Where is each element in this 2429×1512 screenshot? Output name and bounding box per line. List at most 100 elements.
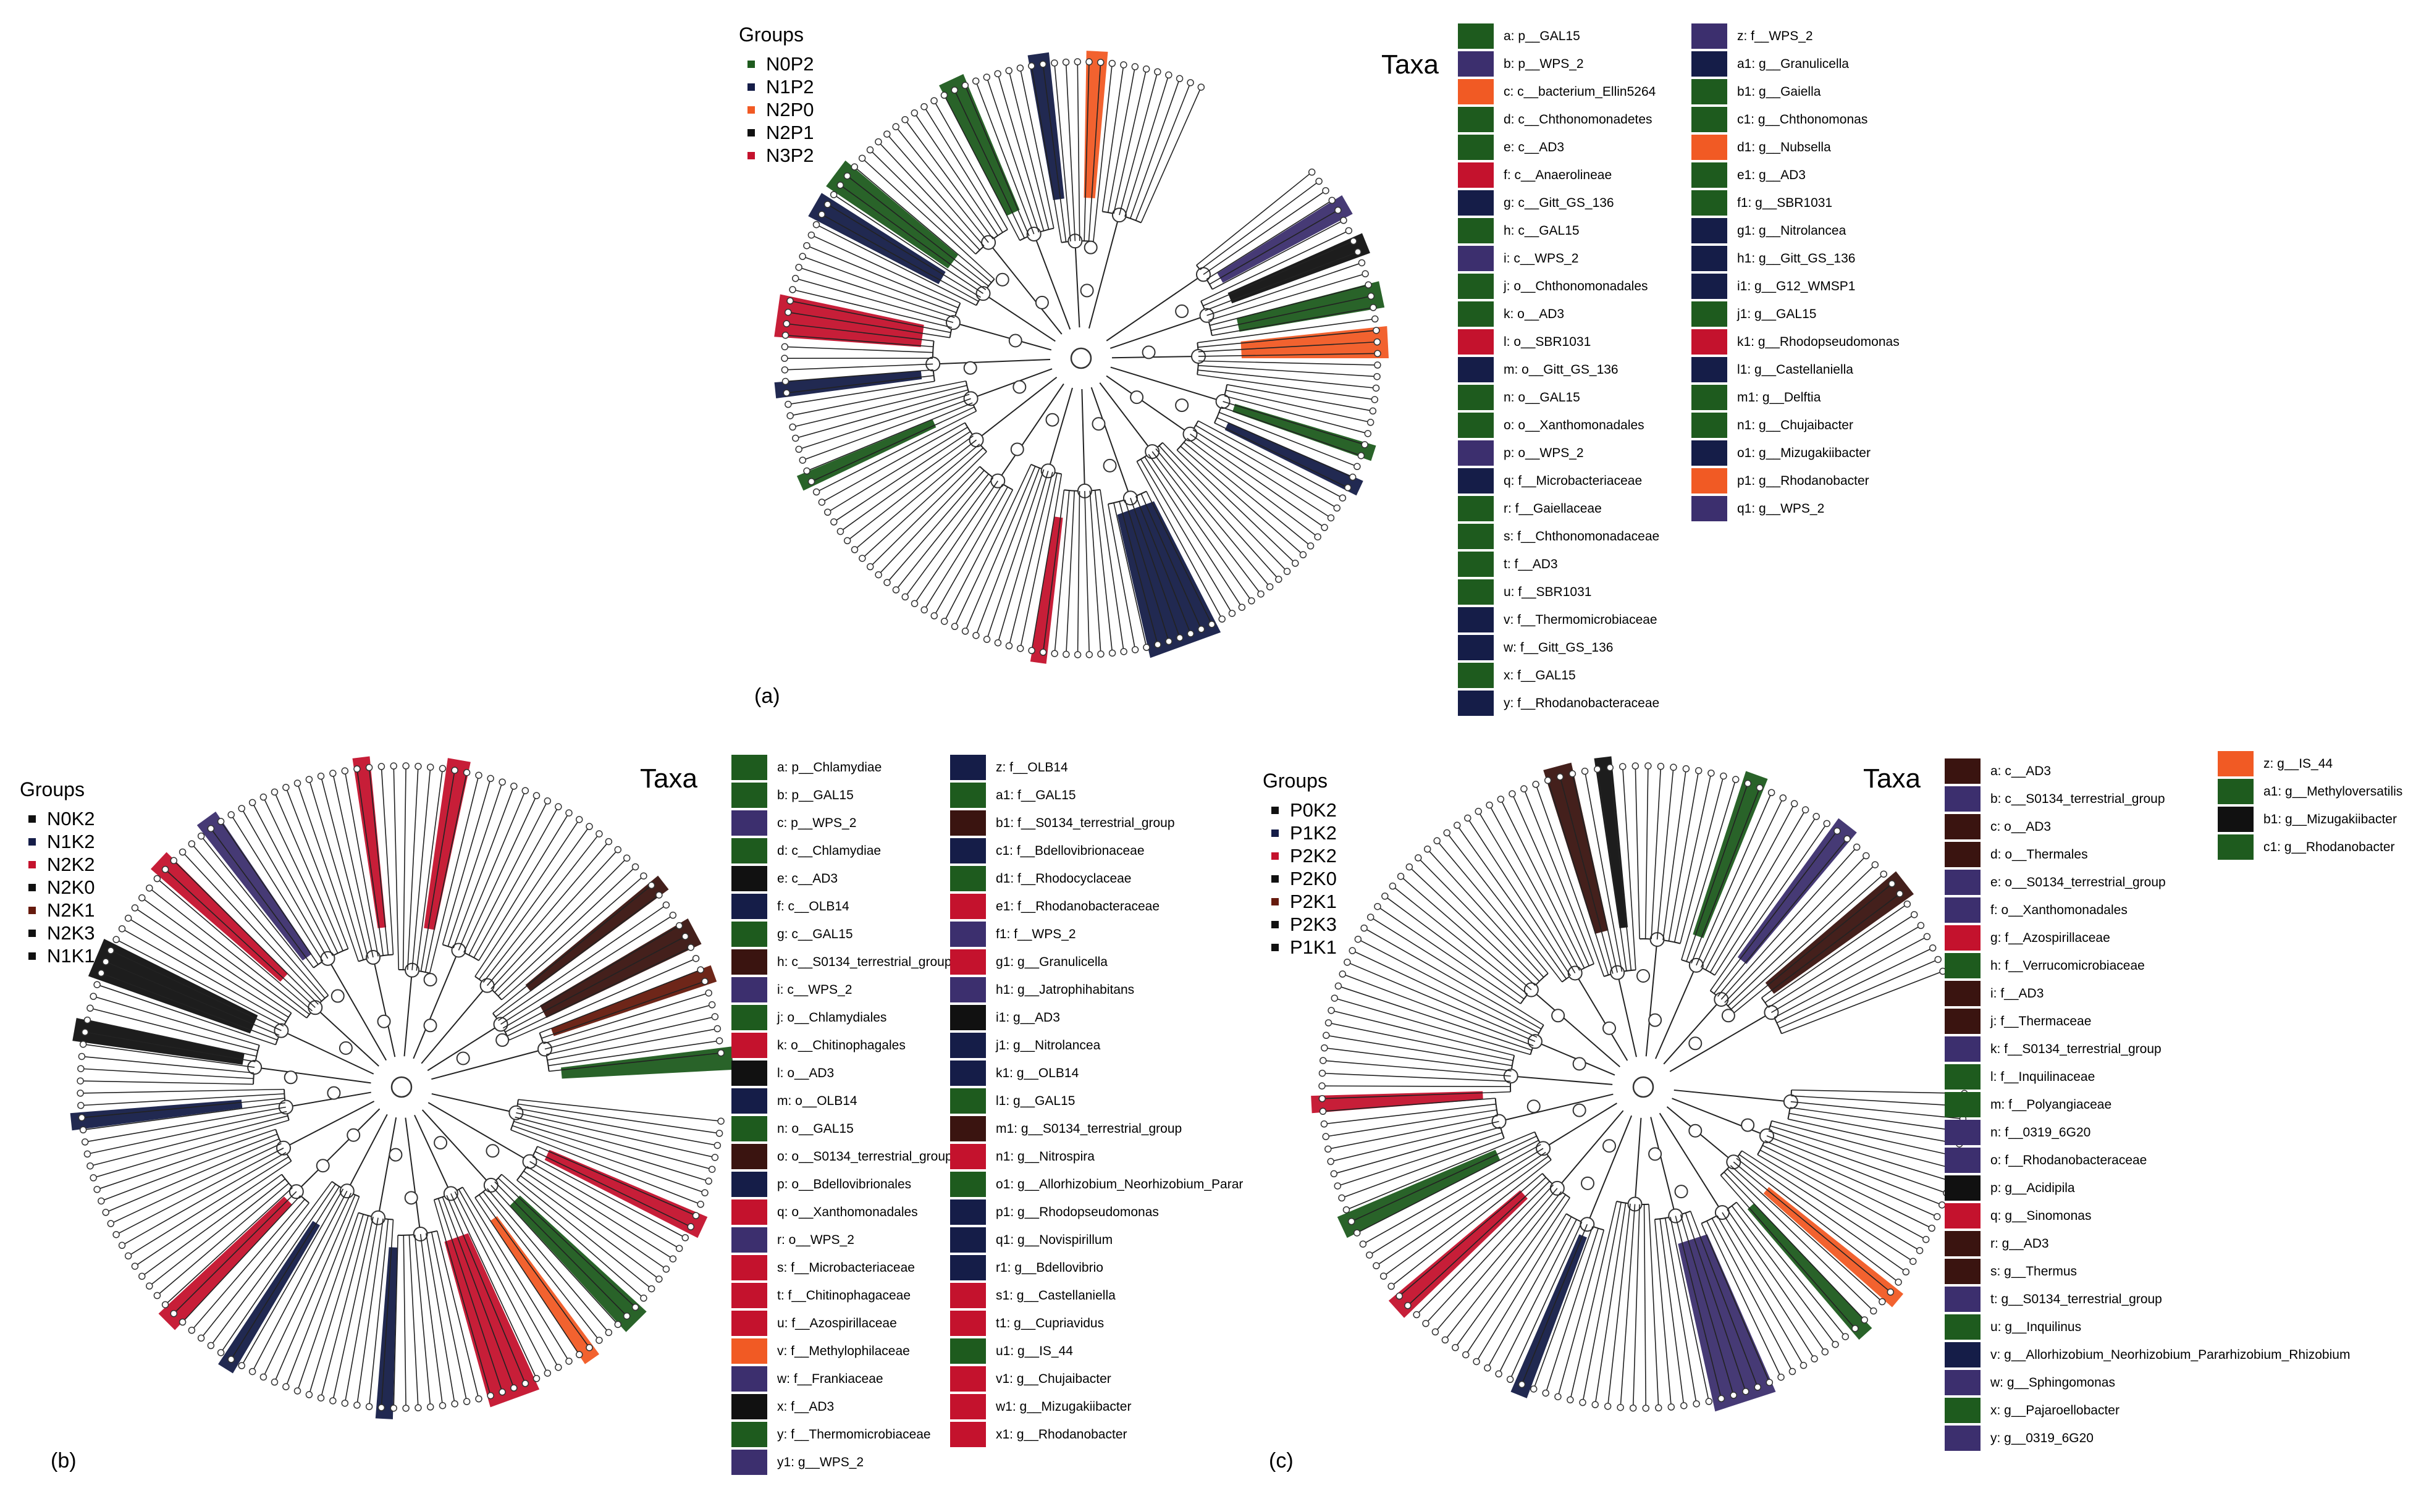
tree-leaf: [669, 1255, 677, 1262]
group-label: N2P0: [766, 98, 814, 120]
tree-leaf-branch: [1326, 1035, 1512, 1067]
tree-leaf: [1554, 1393, 1562, 1401]
tree-leaf: [390, 1405, 397, 1412]
tree-leaf: [93, 1186, 101, 1193]
tree-leaf-branch: [986, 77, 1040, 233]
taxa-entry: p1: g__Rhodanobacter: [1691, 467, 1900, 495]
tree-leaf: [1120, 61, 1127, 69]
tree-leaf-branch: [1779, 959, 1939, 1029]
tree-leaf-branch: [285, 1196, 360, 1387]
tree-branch: [1510, 1075, 1613, 1085]
taxa-column: a: p__Chlamydiae b: p__GAL15 c: p__WPS_2 d:…: [731, 754, 953, 1476]
taxa-entry: x: f__GAL15: [1458, 662, 1659, 689]
taxa-swatch: [1945, 1203, 1981, 1228]
tree-leaf: [1120, 648, 1127, 655]
taxa-entry: s1: g__Castellaniella: [950, 1282, 1243, 1309]
tree-leaf-branch: [505, 936, 686, 1033]
taxa-entry: d1: f__Rhodocyclaceae: [950, 865, 1243, 892]
tree-branch: [405, 1117, 421, 1235]
tree-leaf-branch: [332, 773, 374, 958]
tree-leaf-branch: [468, 800, 549, 956]
taxa-entry: a1: f__GAL15: [950, 781, 1243, 809]
taxa-entry: v: f__Thermomicrobiaceae: [1458, 606, 1659, 634]
tree-leaf-branch: [1383, 1156, 1549, 1277]
tree-leaf: [1315, 177, 1323, 185]
tree-node: [1688, 1124, 1703, 1138]
tree-leaf-branch: [83, 1102, 285, 1131]
tree-node: [1536, 1141, 1551, 1156]
tree-leaf-branch: [847, 439, 977, 542]
taxa-entry: u: g__Inquilinus: [1945, 1313, 2350, 1341]
taxa-swatch: [950, 1172, 986, 1197]
tree-leaf-branch: [1720, 847, 1858, 1000]
tree-leaf: [614, 1321, 622, 1329]
tree-leaf: [1321, 524, 1328, 531]
taxa-swatch: [1945, 1092, 1981, 1117]
tree-branch: [1617, 972, 1637, 1057]
tree-leaf: [920, 103, 928, 111]
tree-leaf: [961, 82, 969, 89]
tree-leaf: [102, 958, 109, 965]
taxa-label: n: o__GAL15: [1504, 390, 1580, 405]
tree-leaf-branch: [1101, 64, 1124, 212]
tree-leaf: [1360, 924, 1368, 932]
tree-leaf-branch: [806, 245, 959, 309]
taxa-label: j: o__Chthonomonadales: [1504, 279, 1648, 293]
tree-leaf-branch: [1776, 947, 1934, 1023]
tree-leaf-branch: [1054, 490, 1070, 654]
tree-leaf: [1349, 473, 1357, 481]
tree-leaf: [1028, 647, 1035, 655]
taxa-label: k: o__Chitinophagales: [777, 1038, 906, 1052]
panel-c: Groups P0K2 P1K2 P2K2 P2K0 P2K1 P2K3 P1K1 (c) …: [1223, 729, 2429, 1512]
tree-leaf: [1413, 1311, 1420, 1319]
tree-leaf-branch: [90, 1007, 258, 1051]
tree-leaf-branch: [821, 214, 979, 302]
tree-leaf: [1291, 560, 1299, 567]
tree-leaf: [390, 762, 397, 770]
tree-leaf-branch: [420, 770, 455, 972]
tree-leaf-branch: [1146, 491, 1213, 625]
tree-leaf-branch: [545, 1016, 715, 1056]
taxa-label: c: o__AD3: [1990, 819, 2052, 834]
taxa-label: g1: g__Nitrolancea: [1737, 223, 1846, 238]
tree-leaf-branch: [964, 466, 1036, 632]
clade-highlight: [774, 371, 922, 399]
tree-leaf: [1934, 1213, 1941, 1220]
tree-leaf-branch: [96, 984, 276, 1046]
tree-leaf-branch: [534, 1151, 691, 1227]
taxa-swatch: [1691, 496, 1727, 521]
tree-leaf-branch: [1223, 401, 1365, 445]
taxa-swatch: [1458, 357, 1494, 382]
tree-leaf: [161, 1301, 169, 1309]
tree-leaf: [1934, 956, 1942, 964]
tree-leaf: [1397, 873, 1405, 880]
tree-leaf: [851, 163, 859, 171]
group-swatch: [28, 929, 36, 937]
tree-leaf: [118, 925, 126, 933]
tree-node: [1080, 284, 1094, 298]
tree-leaf-branch: [1584, 771, 1623, 972]
tree-leaf: [875, 138, 882, 146]
taxa-swatch: [950, 755, 986, 780]
panel-label: (c): [1269, 1449, 1294, 1472]
taxa-entry: j: o__Chthonomonadales: [1458, 272, 1659, 300]
tree-leaf: [98, 1197, 105, 1205]
taxa-entry: p: g__Acidipila: [1945, 1174, 2350, 1202]
tree-leaf: [475, 1395, 482, 1403]
taxa-swatch: [1945, 1064, 1981, 1090]
tree-leaf: [781, 355, 788, 362]
taxa-entry: u: f__Azospirillaceae: [731, 1309, 953, 1337]
tree-leaf: [179, 848, 187, 856]
tree-leaf-branch: [297, 783, 360, 962]
tree-leaf: [138, 1272, 146, 1280]
tree-leaf-branch: [424, 772, 468, 973]
tree-leaf-branch: [1140, 86, 1202, 223]
tree-leaf-branch: [1198, 420, 1343, 498]
tree-leaf: [1779, 794, 1787, 802]
tree-leaf-branch: [548, 1040, 720, 1067]
taxa-entry: m1: g__S0134_terrestrial_group: [950, 1115, 1243, 1143]
tree-leaf: [565, 1358, 573, 1365]
tree-leaf: [791, 275, 799, 282]
taxa-swatch: [731, 1088, 767, 1114]
taxa-label: m: o__OLB14: [777, 1093, 857, 1108]
